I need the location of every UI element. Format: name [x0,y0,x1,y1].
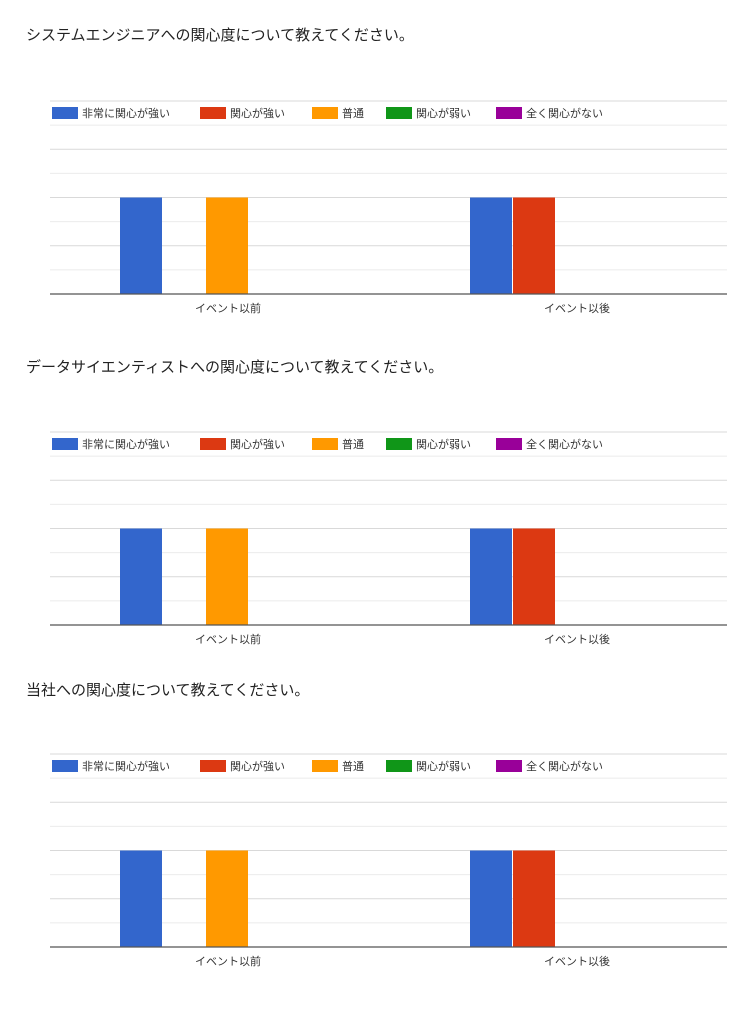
bar [470,197,512,294]
legend-label: 関心が弱い [416,759,471,773]
legend-label: 全く関心がない [526,437,603,451]
legend-label: 関心が弱い [416,437,471,451]
legend-swatch [312,760,338,772]
legend-label: 関心が強い [230,437,285,451]
question-title-2: データサイエンティストへの関心度について教えてください。 [26,358,444,376]
bar [120,528,162,625]
legend-label: 普通 [342,437,364,451]
legend-swatch [496,438,522,450]
legend-label: 全く関心がない [526,759,603,773]
bar [470,528,512,625]
bar [120,197,162,294]
legend-label: 全く関心がない [526,106,603,120]
legend-swatch [312,438,338,450]
legend-label: 関心が強い [230,759,285,773]
bar [513,528,555,625]
bar [513,850,555,947]
legend-swatch [496,760,522,772]
legend-swatch [386,107,412,119]
bar [120,850,162,947]
category-label: イベント以後 [544,632,610,646]
category-label: イベント以前 [195,632,261,646]
legend-label: 関心が弱い [416,106,471,120]
bar [206,197,248,294]
legend-swatch [52,760,78,772]
category-label: イベント以後 [544,301,610,315]
legend-label: 普通 [342,759,364,773]
legend-swatch [312,107,338,119]
legend-label: 非常に関心が強い [82,437,170,451]
legend-swatch [386,760,412,772]
legend-swatch [52,438,78,450]
category-label: イベント以前 [195,301,261,315]
legend-swatch [200,438,226,450]
legend-swatch [200,760,226,772]
legend-label: 関心が強い [230,106,285,120]
legend-swatch [386,438,412,450]
bar [206,528,248,625]
legend-label: 非常に関心が強い [82,106,170,120]
legend-label: 非常に関心が強い [82,759,170,773]
category-label: イベント以後 [544,954,610,968]
bar [206,850,248,947]
legend-swatch [52,107,78,119]
legend-label: 普通 [342,106,364,120]
bar [470,850,512,947]
question-title-1: システムエンジニアへの関心度について教えてください。 [26,26,414,44]
question-title-3: 当社への関心度について教えてください。 [26,681,310,699]
bar [513,197,555,294]
legend-swatch [496,107,522,119]
legend-swatch [200,107,226,119]
category-label: イベント以前 [195,954,261,968]
